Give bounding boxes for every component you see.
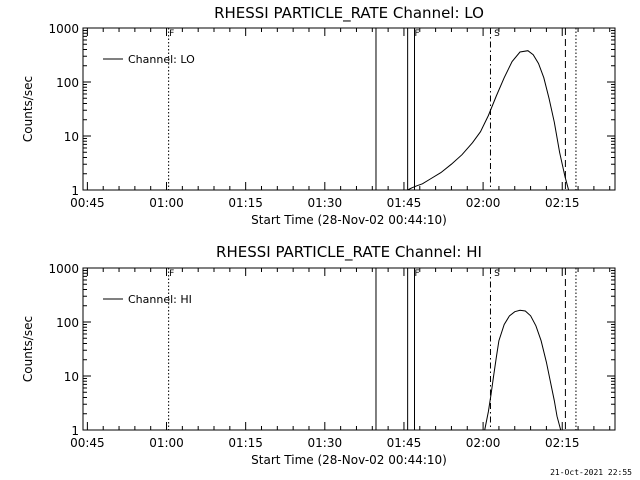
panel2-series-line bbox=[484, 309, 562, 431]
panel2-x-axis-label: Start Time (28-Nov-02 00:44:10) bbox=[251, 453, 447, 467]
panel2-x-tick-label: 01:15 bbox=[228, 436, 263, 450]
panel1-x-tick-label: 01:15 bbox=[228, 196, 263, 210]
panel1-series-line bbox=[407, 50, 570, 191]
panel1-flag-marker: S bbox=[494, 29, 500, 39]
footer-timestamp: 21-Oct-2021 22:55 bbox=[550, 468, 632, 477]
panel2-x-tick-label: 01:00 bbox=[149, 436, 184, 450]
panel2-y-tick-label: 1 bbox=[71, 424, 79, 438]
panel2-y-tick-label: 10 bbox=[64, 370, 79, 384]
panel1-y-tick-label: 1000 bbox=[48, 22, 79, 36]
panel1-y-tick-label: 1 bbox=[71, 184, 79, 198]
panel2-chart-title: RHESSI PARTICLE_RATE Channel: HI bbox=[216, 243, 482, 262]
panel2-plot-frame bbox=[82, 267, 616, 431]
panel2-x-tick-label: 02:00 bbox=[466, 436, 501, 450]
panel1-x-tick-label: 01:30 bbox=[308, 196, 343, 210]
panel2-flag-marker: F bbox=[169, 269, 174, 279]
panel1-legend-label: Channel: LO bbox=[128, 53, 195, 66]
panel2-x-tick-label: 01:30 bbox=[308, 436, 343, 450]
panel2-legend-label: Channel: HI bbox=[128, 293, 192, 306]
panel2-x-tick-label: 01:45 bbox=[387, 436, 422, 450]
panel2-flag-marker: F bbox=[414, 269, 419, 279]
panel2-flag-marker: S bbox=[494, 269, 500, 279]
panel1-flag-marker: F bbox=[414, 29, 419, 39]
panel1-x-tick-label: 01:45 bbox=[387, 196, 422, 210]
panel1-y-tick-label: 10 bbox=[64, 130, 79, 144]
panel2-x-tick-label: 00:45 bbox=[70, 436, 105, 450]
panel2-x-tick-label: 02:15 bbox=[545, 436, 580, 450]
panel1-x-axis-label: Start Time (28-Nov-02 00:44:10) bbox=[251, 213, 447, 227]
panel1-plot-frame bbox=[82, 27, 616, 191]
panel2-y-tick-label: 100 bbox=[56, 316, 79, 330]
panel1-x-tick-label: 02:00 bbox=[466, 196, 501, 210]
panel1-x-tick-label: 01:00 bbox=[149, 196, 184, 210]
panel1-x-tick-label: 02:15 bbox=[545, 196, 580, 210]
panel2-y-axis-label: Counts/sec bbox=[21, 316, 35, 382]
panel1-x-tick-label: 00:45 bbox=[70, 196, 105, 210]
panel1-chart-title: RHESSI PARTICLE_RATE Channel: LO bbox=[214, 4, 484, 23]
panel2-y-tick-label: 1000 bbox=[48, 262, 79, 276]
panel1-y-axis-label: Counts/sec bbox=[21, 76, 35, 142]
panel1-y-tick-label: 100 bbox=[56, 76, 79, 90]
panel1-flag-marker: F bbox=[169, 29, 174, 39]
